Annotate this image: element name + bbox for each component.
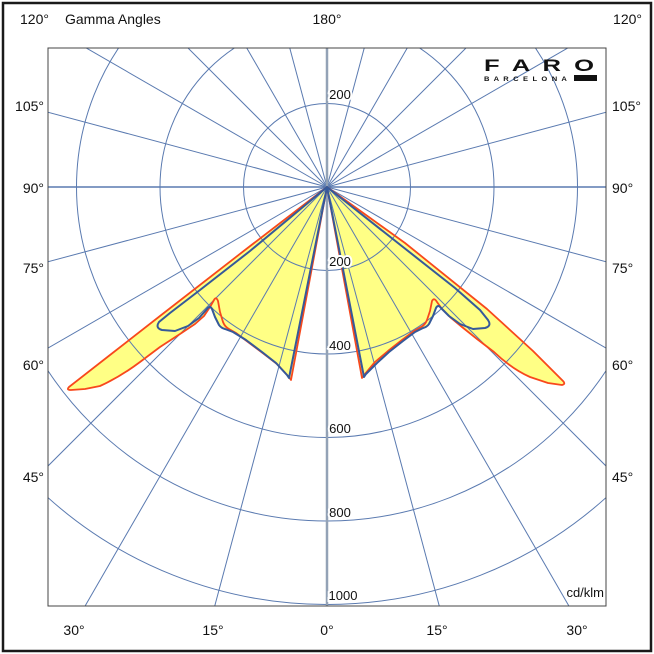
curve-red-left (67, 186, 328, 391)
ring-label-600: 600 (329, 421, 351, 436)
curve-blue-left (156, 186, 328, 379)
angle-label-bottom-0: 0° (320, 622, 333, 638)
grid-radial-line (85, 48, 328, 188)
angle-label-top-right: 120° (613, 11, 642, 27)
angle-label-left-90: 90° (23, 180, 44, 196)
curve-blue-right (326, 186, 491, 378)
grid-radial-line (187, 48, 328, 188)
grid-radial-line (326, 48, 365, 188)
angle-label-left-105: 105° (15, 98, 44, 114)
plot-border (47, 47, 607, 607)
unit-label: cd/klm (566, 585, 604, 600)
angle-label-bottom-15r: 15° (426, 622, 447, 638)
grid-radial-line (48, 111, 328, 188)
angle-label-left-45: 45° (23, 469, 44, 485)
angle-label-bottom-30r: 30° (566, 622, 587, 638)
grid-radial-line (326, 186, 440, 606)
grid-radial-line (48, 186, 328, 349)
grid-radial-line (326, 186, 606, 467)
faro-logo-bar (574, 75, 597, 81)
angle-label-right-60: 60° (612, 357, 633, 373)
angle-label-left-75: 75° (23, 260, 44, 276)
grid-radial-line (84, 186, 328, 606)
angle-label-right-90: 90° (612, 180, 633, 196)
ring-label-400: 400 (329, 338, 351, 353)
faro-logo-sub-text: B A R C E L O N A (484, 76, 568, 83)
grid-radial-line (48, 186, 328, 467)
grid-radial-line (326, 48, 467, 188)
grid-radial-line (326, 48, 408, 188)
angle-label-right-75: 75° (612, 260, 633, 276)
ring-label-1000: 1000 (329, 588, 358, 603)
faro-logo: F A R O B A R C E L O N A (484, 56, 597, 83)
grid-radial-line (214, 186, 328, 606)
angle-label-top-center: 180° (313, 11, 342, 27)
page-title: Gamma Angles (65, 11, 161, 27)
grid-radial-line (48, 186, 328, 263)
beam-fill-blue-right (327, 187, 490, 377)
grid-radial-line (246, 48, 328, 188)
angle-label-right-105: 105° (612, 98, 641, 114)
angle-label-right-45: 45° (612, 469, 633, 485)
angle-label-left-60: 60° (23, 357, 44, 373)
faro-logo-brand-text: F A R O (484, 56, 597, 75)
grid-radial-line (326, 186, 570, 606)
grid-radial-line (326, 186, 606, 263)
grid-radial-line (326, 186, 606, 349)
angle-label-top-left: 120° (20, 11, 49, 27)
ring-label-200-top: 200 (329, 87, 351, 102)
grid-radial-line (289, 48, 328, 188)
beam-fill-blue-left (157, 187, 327, 378)
grid-radial-line (326, 111, 606, 188)
ring-label-200: 200 (329, 254, 351, 269)
grid-radial-line (326, 48, 569, 188)
angle-label-bottom-30l: 30° (63, 622, 84, 638)
ring-label-800: 800 (329, 505, 351, 520)
angle-label-bottom-15l: 15° (202, 622, 223, 638)
